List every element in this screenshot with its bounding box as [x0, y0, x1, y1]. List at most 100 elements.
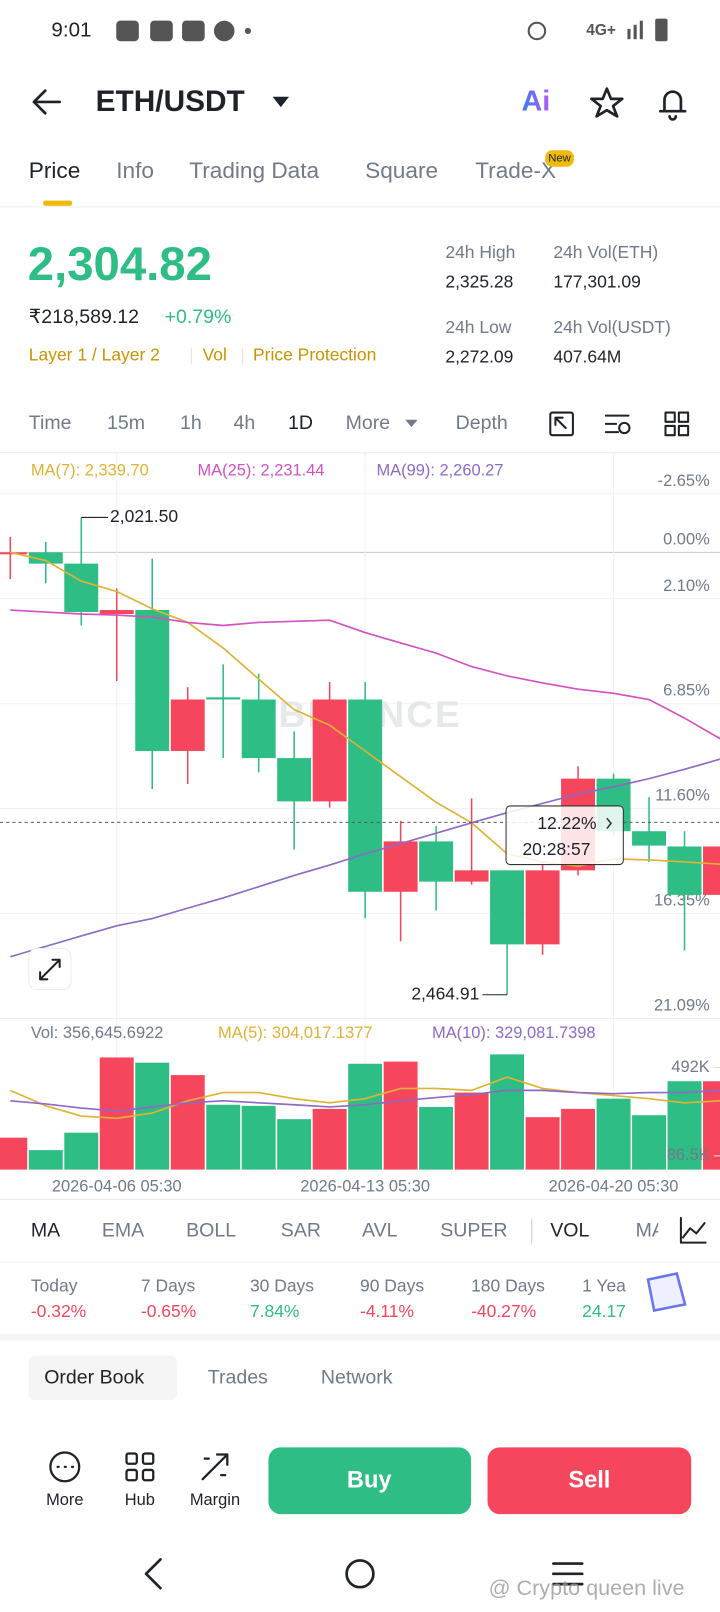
volume-bar — [28, 1150, 63, 1170]
candle-body — [277, 758, 312, 802]
tab-indicator — [43, 200, 72, 206]
indicator[interactable]: EMA — [102, 1219, 144, 1241]
badge — [545, 150, 574, 167]
legend-entry: MA(10): 329,081.7398 — [432, 1024, 596, 1042]
nav-home[interactable] — [345, 1559, 375, 1589]
y-tick-label: 6.85% — [663, 682, 710, 700]
ma-line — [10, 609, 720, 740]
interval[interactable]: 4h — [233, 412, 255, 434]
buy-label[interactable]: Buy — [347, 1468, 393, 1494]
symbol-dropdown[interactable] — [272, 96, 290, 108]
buy-button[interactable] — [268, 1447, 472, 1515]
nav-recent[interactable] — [552, 1562, 584, 1586]
current-price-label: 12.22% — [537, 813, 596, 833]
candle-body — [206, 697, 241, 700]
tab[interactable]: Trading Data — [189, 158, 319, 183]
book-tab[interactable]: Network — [321, 1367, 393, 1389]
y-tick-label: 16.35% — [654, 892, 710, 910]
volume-bar — [312, 1108, 347, 1170]
period-change: -0.32% — [31, 1301, 86, 1321]
legend-entry: MA(25): 2,231.44 — [197, 462, 324, 480]
volume-bar — [206, 1104, 241, 1170]
action-label[interactable]: Hub — [125, 1491, 155, 1509]
volume-bar — [277, 1119, 312, 1170]
candle-body — [135, 610, 170, 752]
action-label[interactable]: Margin — [190, 1491, 240, 1509]
interval[interactable]: Depth — [456, 412, 508, 434]
interval[interactable]: 1D — [288, 412, 313, 434]
volume-bar — [632, 1115, 666, 1170]
nav-back[interactable] — [144, 1558, 162, 1590]
period-change: -4.11% — [360, 1301, 414, 1321]
y-tick-label: 492K — [671, 1058, 709, 1076]
stat-label: 24h Vol(ETH) — [553, 242, 658, 262]
ai-button[interactable]: Ai — [521, 86, 550, 118]
y-tick-label: 2.10% — [663, 577, 710, 595]
status-time: 9:01 — [51, 18, 91, 41]
volume-bar — [241, 1105, 276, 1170]
book-tab[interactable]: Order Book — [44, 1367, 144, 1389]
indicator-settings[interactable] — [679, 1216, 707, 1244]
volume-title: Vol: 356,645.6922 — [31, 1024, 164, 1042]
period-change: 24.17 — [582, 1301, 626, 1321]
interval[interactable]: 15m — [107, 412, 145, 434]
interval[interactable]: Time — [29, 412, 72, 434]
tab[interactable]: Square — [365, 158, 438, 183]
candlestick-chart: -2.65%0.00%2.10%6.85%11.60%16.35%21.09%B… — [0, 452, 720, 1170]
status-icons — [116, 18, 668, 42]
book-tab[interactable]: Trades — [208, 1367, 268, 1389]
y-tick-label: 21.09% — [654, 996, 710, 1014]
indicator[interactable]: SAR — [281, 1219, 321, 1241]
stat-label: 24h Vol(USDT) — [553, 317, 670, 337]
watermark: @ Crypto queen live — [489, 1575, 685, 1600]
volume-bar — [667, 1081, 702, 1170]
alert-button[interactable] — [659, 90, 687, 121]
action-label[interactable]: More — [46, 1491, 83, 1509]
price-change: +0.79% — [165, 306, 232, 328]
candle-body — [632, 831, 666, 846]
action-icons[interactable] — [49, 1451, 229, 1483]
assistant-icon[interactable] — [646, 1271, 687, 1313]
favorite-button[interactable] — [590, 87, 624, 118]
volume-bar — [561, 1108, 596, 1170]
indicator[interactable]: MA — [31, 1219, 60, 1241]
indicator[interactable]: SUPER — [440, 1219, 507, 1241]
indicator[interactable]: AVL — [362, 1219, 398, 1241]
volume-bar — [419, 1106, 454, 1170]
volume-chart: Vol: 356,645.6922 MA(5): 304,017.1377 MA(1… — [0, 1017, 720, 1195]
tab[interactable]: Info — [116, 158, 154, 183]
tag[interactable]: Price Protection — [253, 345, 376, 365]
volume-bar — [135, 1062, 170, 1170]
chart-tools[interactable] — [549, 411, 690, 437]
tag[interactable]: Layer 1 / Layer 2 — [29, 345, 160, 365]
tag[interactable]: Vol — [203, 345, 227, 365]
stat-value: 177,301.09 — [553, 272, 640, 292]
candle-body — [64, 563, 99, 613]
interval[interactable]: 1h — [180, 412, 202, 434]
indicator[interactable]: BOLL — [186, 1219, 236, 1241]
icon-bg — [658, 1205, 720, 1258]
period-label: Today — [31, 1275, 78, 1295]
legend-entry: MA(5): 304,017.1377 — [218, 1024, 372, 1042]
candle-body — [170, 699, 205, 752]
candle-body — [241, 699, 276, 759]
back-button[interactable] — [32, 89, 61, 115]
stat-label: 24h High — [445, 242, 515, 262]
tab[interactable]: Price — [29, 158, 81, 183]
x-tick-label: 2026-04-20 05:30 — [549, 1177, 679, 1195]
candle-body — [490, 870, 525, 945]
x-tick-label: 2026-04-06 05:30 — [52, 1177, 182, 1195]
volume-bar — [99, 1057, 134, 1170]
tab[interactable]: Trade-X — [475, 158, 556, 183]
symbol[interactable]: ETH/USDT — [96, 85, 245, 118]
last-price: 2,304.82 — [28, 238, 212, 291]
sell-button[interactable] — [487, 1447, 692, 1515]
indicator[interactable]: VOL — [550, 1219, 589, 1241]
y-tick-label: 0.00% — [663, 530, 710, 548]
stat-value: 2,325.28 — [445, 272, 513, 292]
y-tick-label: 86.5K — [667, 1146, 710, 1164]
interval[interactable]: More — [346, 412, 391, 434]
sell-label[interactable]: Sell — [568, 1468, 610, 1494]
indicators: MA EMA BOLL SAR AVL SUPER VOL MA( — [31, 1219, 672, 1241]
